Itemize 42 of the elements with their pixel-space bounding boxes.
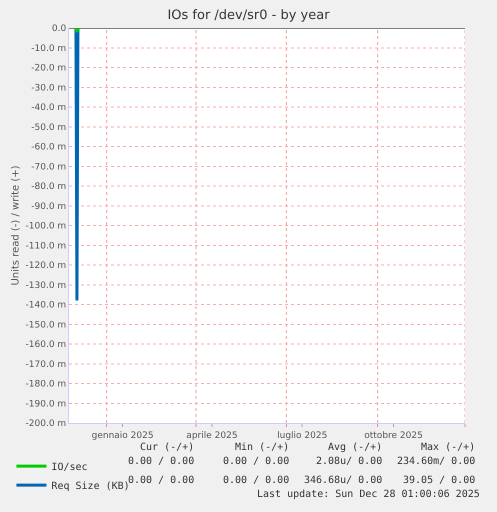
y-tick-label: -80.0 m	[31, 182, 66, 192]
y-tick-label: -170.0 m	[26, 360, 66, 370]
y-tick-label: -120.0 m	[26, 261, 66, 272]
text: Avg (-/+)	[328, 442, 382, 453]
y-tick-label: -100.0 m	[26, 222, 66, 232]
y-tick-label: -30.0 m	[31, 83, 66, 94]
legend-label: IO/sec	[51, 462, 88, 474]
x-tick-label: gennaio 2025	[92, 430, 154, 441]
text: 39.05 / 0.00	[403, 475, 476, 486]
y-tick-label: -110.0 m	[26, 241, 66, 252]
y-tick-label: -50.0 m	[31, 122, 66, 133]
y-tick-label: -40.0 m	[31, 103, 66, 114]
text: 0.00 / 0.00	[223, 456, 290, 467]
y-tick-label: -180.0 m	[26, 380, 66, 390]
text: 234.60m/ 0.00	[397, 456, 476, 467]
y-tick-label: -10.0 m	[31, 44, 66, 54]
y-tick-label: -70.0 m	[31, 162, 66, 172]
y-tick-label: -200.0 m	[26, 419, 66, 430]
y-tick-label: -90.0 m	[31, 202, 66, 212]
y-tick-label: 0.0	[52, 24, 66, 34]
x-tick-label: luglio 2025	[277, 430, 328, 441]
y-tick-label: -160.0 m	[26, 340, 66, 350]
y-axis-title: Units read (-) / write (+)	[10, 165, 22, 286]
x-tick-label: ottobre 2025	[364, 430, 423, 441]
text: 2.08u/ 0.00	[316, 456, 382, 467]
legend-label: Req Size (KB)	[51, 481, 130, 492]
text: 0.00 / 0.00	[223, 475, 290, 486]
y-tick-label: -140.0 m	[26, 300, 66, 311]
text: Min (-/+)	[235, 442, 290, 453]
y-tick-label: -20.0 m	[31, 64, 66, 74]
text: Cur (-/+)	[140, 442, 194, 453]
y-tick-label: -150.0 m	[26, 320, 66, 330]
y-tick-label: -130.0 m	[26, 280, 66, 291]
text: 346.68u/ 0.00	[304, 475, 382, 486]
text: Max (-/+)	[421, 442, 476, 453]
text: Last update: Sun Dec 28 01:00:06 2025	[257, 489, 480, 500]
y-tick-label: -60.0 m	[31, 142, 66, 153]
text: 0.00 / 0.00	[128, 456, 194, 467]
x-tick-label: aprile 2025	[186, 430, 238, 441]
chart-title: IOs for /dev/sr0 - by year	[167, 8, 330, 24]
text: 0.00 / 0.00	[128, 475, 194, 486]
y-tick-label: -190.0 m	[26, 399, 66, 410]
